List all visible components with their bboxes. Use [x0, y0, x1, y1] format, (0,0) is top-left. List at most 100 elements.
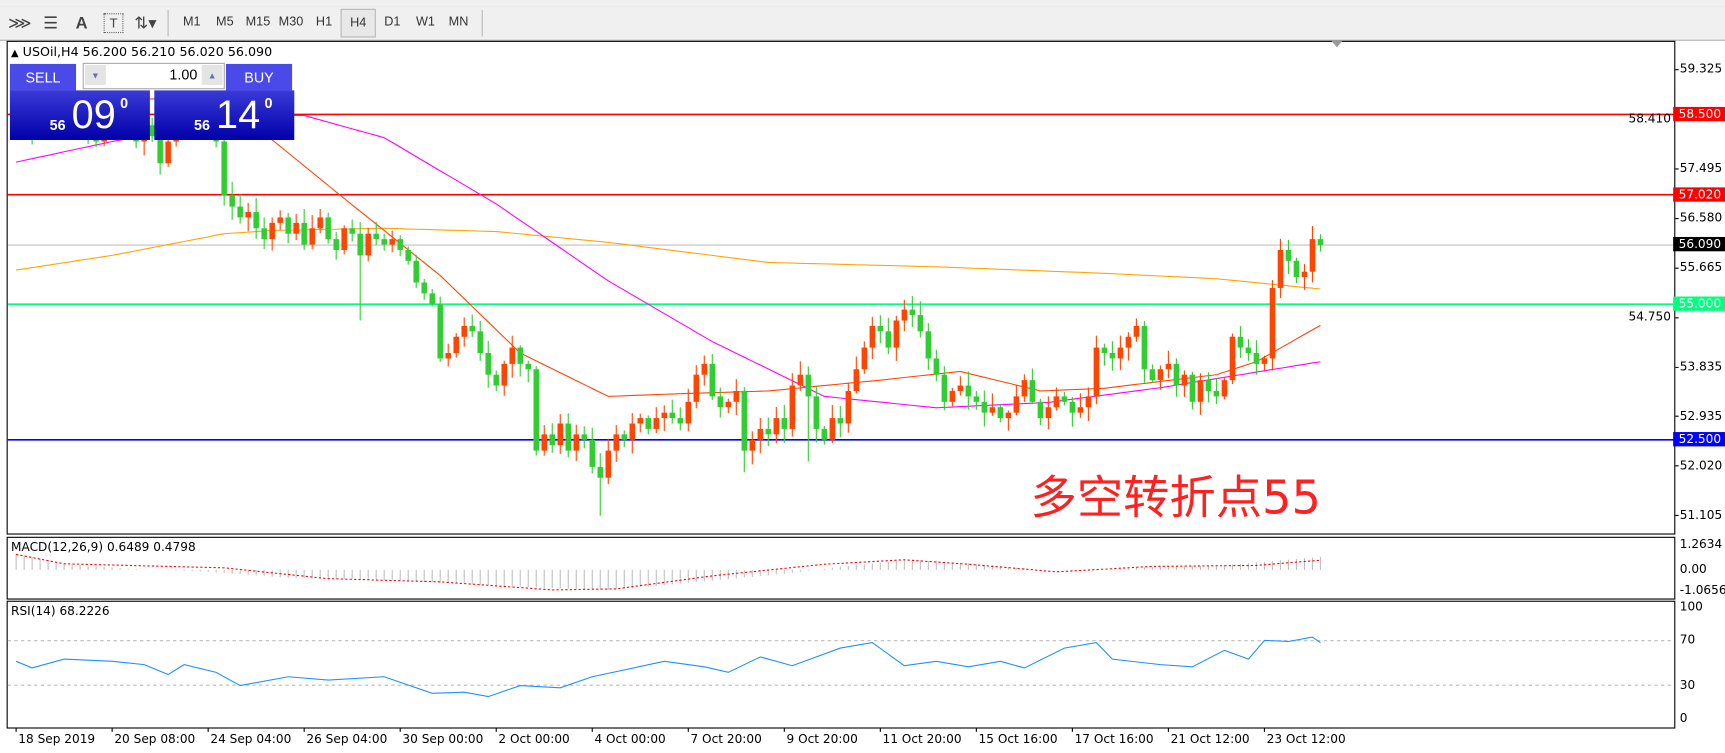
candle-body: [925, 331, 932, 359]
sell-button[interactable]: SELL: [9, 63, 77, 92]
candle-body: [557, 423, 564, 446]
timeframe-w1[interactable]: W1: [415, 15, 435, 29]
candle-body: [221, 141, 227, 196]
sell-price-big-figure: 56: [49, 116, 66, 134]
candle-body: [245, 212, 251, 218]
timeframe-m15[interactable]: M15: [245, 15, 271, 29]
candle-body: [973, 396, 980, 402]
timeframe-h1[interactable]: H1: [315, 15, 333, 29]
candle-body: [589, 439, 596, 467]
price-axis-label: 55.665: [1679, 260, 1723, 275]
time-axis-label: 7 Oct 20:00: [690, 731, 762, 747]
rsi-axis-label: 30: [1679, 677, 1696, 692]
price-tag-52.500: 52.500: [1673, 432, 1725, 447]
candle-body: [869, 325, 876, 348]
candle-body: [517, 347, 523, 364]
candle-body: [781, 418, 788, 429]
arrows-dropdown-icon[interactable]: ⇅▾: [134, 14, 157, 34]
candle-body: [621, 434, 628, 440]
text-label-icon[interactable]: T: [103, 13, 124, 34]
candle-body: [1005, 412, 1012, 419]
candle-body: [909, 309, 916, 316]
candle-body: [861, 347, 868, 370]
candle-body: [605, 450, 612, 478]
rsi-panel[interactable]: [6, 600, 1676, 729]
candle-body: [261, 228, 267, 240]
timeframe-m1[interactable]: M1: [182, 15, 201, 29]
timeframe-mn[interactable]: MN: [448, 15, 469, 29]
candle-body: [1157, 369, 1164, 381]
candle-body: [1245, 347, 1252, 354]
candle-body: [893, 320, 900, 348]
candle-body: [1053, 396, 1060, 408]
candle-body: [149, 125, 155, 137]
time-axis-label: 9 Oct 20:00: [786, 731, 858, 747]
candle-body: [901, 309, 908, 321]
candle-body: [773, 418, 780, 435]
candle-body: [1109, 353, 1116, 359]
elliott-wave-icon[interactable]: ⋙: [8, 14, 32, 34]
candle-body: [693, 374, 700, 402]
candle-body: [717, 396, 724, 408]
candle-body: [413, 260, 419, 283]
candle-body: [1197, 380, 1204, 402]
main-chart-panel[interactable]: [6, 40, 1676, 535]
candle-body: [1269, 287, 1276, 359]
candle-body: [709, 363, 716, 397]
lot-decrease-icon[interactable]: ▼: [84, 65, 106, 85]
candle-body: [317, 217, 323, 229]
candle-body: [1213, 390, 1220, 397]
time-axis-label: 4 Oct 00:00: [594, 731, 666, 747]
candle-body: [669, 412, 676, 419]
timeframe-m30[interactable]: M30: [278, 15, 304, 29]
buy-price-fraction: 0: [264, 94, 273, 112]
rsi-axis-label: 100: [1679, 599, 1703, 614]
collapse-arrow-icon[interactable]: ▲: [11, 48, 19, 60]
lot-increase-icon[interactable]: ▲: [201, 65, 223, 85]
buy-price[interactable]: 56 14 0: [154, 90, 295, 140]
candle-body: [1069, 401, 1076, 413]
price-tag-55.000: 55.000: [1673, 296, 1725, 311]
timeframe-d1[interactable]: D1: [384, 15, 401, 29]
candle-body: [333, 239, 339, 250]
candle-body: [1189, 374, 1196, 402]
one-click-trading-panel: SELL ▼ 1.00 ▲ BUY 56 09 0 56 14 0: [9, 62, 295, 140]
lot-size-input[interactable]: 1.00: [169, 66, 198, 83]
sell-price[interactable]: 56 09 0: [9, 90, 150, 140]
candle-body: [1181, 374, 1188, 386]
macd-panel[interactable]: [6, 536, 1676, 600]
candle-body: [989, 407, 996, 413]
lot-size-stepper[interactable]: ▼ 1.00 ▲: [82, 62, 225, 90]
candle-body: [1133, 325, 1140, 337]
fibonacci-icon[interactable]: ☰: [43, 14, 59, 34]
text-icon[interactable]: A: [75, 13, 88, 33]
candle-body: [1277, 249, 1284, 288]
buy-button[interactable]: BUY: [225, 63, 293, 92]
candle-body: [581, 434, 588, 440]
price-tag-56.090: 56.090: [1673, 237, 1725, 252]
candle-body: [821, 428, 828, 440]
candle-body: [237, 206, 243, 218]
candle-body: [1205, 380, 1212, 391]
price-axis-label: 51.105: [1679, 507, 1723, 523]
candle-body: [357, 233, 363, 256]
time-axis-label: 17 Oct 16:00: [1074, 731, 1154, 747]
candle-body: [1229, 336, 1236, 381]
chart-shift-marker[interactable]: [1331, 40, 1343, 48]
main-plot: [7, 97, 1675, 516]
timeframe-h4[interactable]: H4: [340, 8, 376, 38]
price-axis-label: 52.935: [1679, 408, 1723, 423]
buy-price-big-figure: 56: [193, 116, 210, 134]
candle-body: [837, 418, 844, 424]
candle-body: [157, 136, 163, 164]
toolbar-separator: [167, 9, 169, 37]
candle-body: [365, 233, 371, 256]
candle-body: [941, 374, 948, 402]
timeframe-m5[interactable]: M5: [216, 15, 234, 29]
candle-body: [421, 282, 427, 294]
candle-body: [309, 228, 315, 245]
moving-average-line: [15, 114, 1321, 409]
price-axis-label: 59.325: [1679, 61, 1723, 77]
candle-body: [933, 358, 940, 375]
